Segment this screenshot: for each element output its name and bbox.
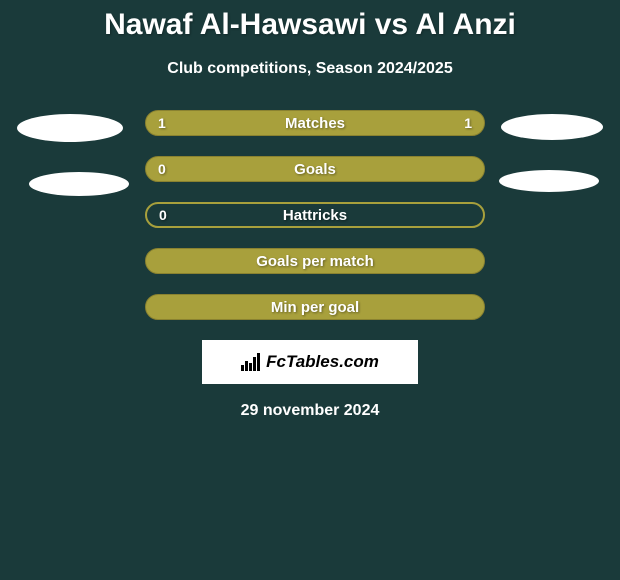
bar-goals-per-match: Goals per match xyxy=(145,248,485,274)
left-avatars xyxy=(17,110,129,196)
subtitle: Club competitions, Season 2024/2025 xyxy=(167,60,452,78)
source-badge: FcTables.com xyxy=(202,340,418,384)
mpg-label: Min per goal xyxy=(271,299,359,316)
right-avatars xyxy=(501,110,603,192)
player-left-avatar-1 xyxy=(17,114,123,142)
hattricks-label: Hattricks xyxy=(283,207,347,224)
comparison-container: Nawaf Al-Hawsawi vs Al Anzi Club competi… xyxy=(0,0,620,420)
hattricks-left-value: 0 xyxy=(159,207,167,223)
gpm-label: Goals per match xyxy=(256,253,374,270)
date-label: 29 november 2024 xyxy=(241,402,380,420)
bar-goals: 0 Goals xyxy=(145,156,485,182)
goals-left-value: 0 xyxy=(158,161,166,177)
player-left-avatar-2 xyxy=(29,172,129,196)
matches-right-value: 1 xyxy=(464,115,472,131)
page-title: Nawaf Al-Hawsawi vs Al Anzi xyxy=(104,8,516,42)
bar-hattricks: 0 Hattricks xyxy=(145,202,485,228)
chart-icon xyxy=(241,353,260,371)
bar-min-per-goal: Min per goal xyxy=(145,294,485,320)
matches-left-value: 1 xyxy=(158,115,166,131)
player-right-avatar-2 xyxy=(499,170,599,192)
stats-area: 1 Matches 1 0 Goals 0 Hattricks Goals pe… xyxy=(0,110,620,320)
player-right-avatar-1 xyxy=(501,114,603,140)
badge-text: FcTables.com xyxy=(266,352,379,372)
matches-label: Matches xyxy=(285,115,345,132)
goals-label: Goals xyxy=(294,161,336,178)
stat-bars: 1 Matches 1 0 Goals 0 Hattricks Goals pe… xyxy=(145,110,485,320)
bar-matches: 1 Matches 1 xyxy=(145,110,485,136)
